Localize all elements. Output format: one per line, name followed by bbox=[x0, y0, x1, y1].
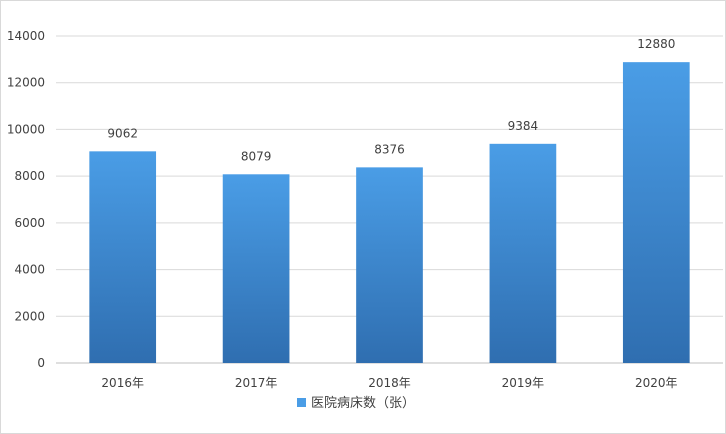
y-tick-label: 14000 bbox=[7, 29, 45, 43]
y-tick-label: 6000 bbox=[14, 216, 45, 230]
data-label: 9384 bbox=[508, 119, 539, 133]
data-label: 8376 bbox=[374, 142, 405, 156]
data-label: 8079 bbox=[241, 149, 272, 163]
labels: 0 2000 4000 6000 8000 10000 12000 14000 9062 2016… bbox=[7, 29, 678, 390]
legend-label: 医院病床数（张） bbox=[311, 396, 415, 411]
bar bbox=[356, 167, 423, 363]
bar bbox=[89, 151, 157, 363]
y-tick-label: 10000 bbox=[7, 122, 45, 136]
legend-swatch bbox=[297, 398, 306, 407]
bar bbox=[622, 62, 690, 363]
x-tick-label: 2016年 bbox=[101, 376, 144, 390]
x-tick-label: 2019年 bbox=[502, 376, 545, 390]
data-label: 9062 bbox=[107, 126, 138, 140]
y-tick-label: 4000 bbox=[14, 263, 45, 277]
bars bbox=[89, 62, 690, 363]
y-tick-label: 2000 bbox=[14, 309, 45, 323]
y-tick-label: 8000 bbox=[14, 169, 45, 183]
bar bbox=[489, 143, 557, 363]
x-tick-label: 2017年 bbox=[235, 376, 278, 390]
y-tick-label: 0 bbox=[37, 356, 45, 370]
legend: 医院病床数（张） bbox=[297, 396, 415, 411]
x-tick-label: 2018年 bbox=[368, 376, 411, 390]
data-label: 12880 bbox=[637, 37, 675, 51]
bar bbox=[222, 174, 290, 363]
y-tick-label: 12000 bbox=[7, 76, 45, 90]
x-tick-label: 2020年 bbox=[635, 376, 678, 390]
